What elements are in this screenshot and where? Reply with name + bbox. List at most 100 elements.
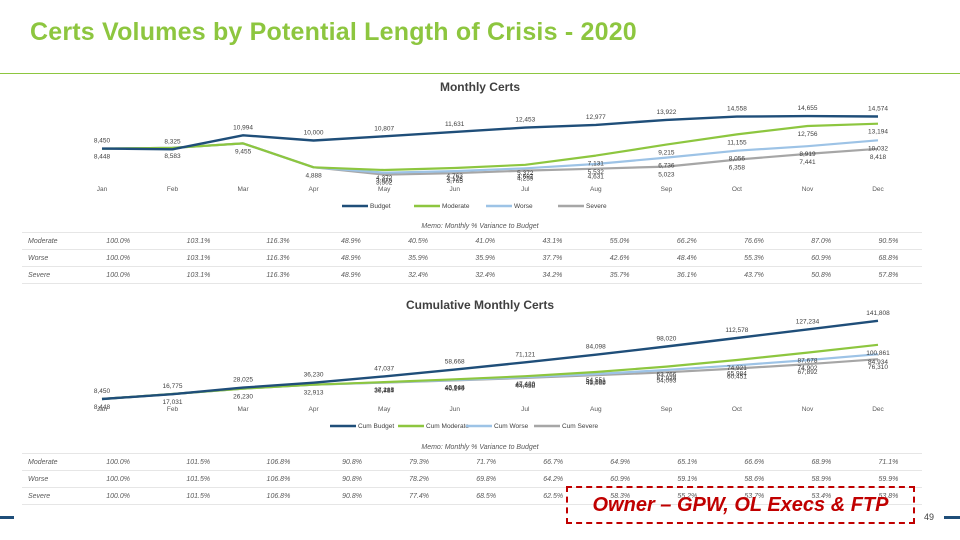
data-label-cum-budget: 8,450 (94, 388, 111, 395)
data-label-budget: 13,922 (656, 109, 676, 116)
x-tick-label: Feb (167, 406, 179, 413)
x-tick-label: Oct (732, 406, 742, 413)
data-label-budget: 14,574 (868, 106, 888, 113)
data-label-cum-moderate: 32,913 (304, 390, 324, 397)
memo-cell: 55.3% (720, 249, 788, 267)
memo-title-cumulative: Memo: Monthly % Variance to Budget (421, 444, 539, 451)
legend-label-cum-budget: Cum Budget (358, 423, 394, 430)
data-label-cum-worse: 65,984 (727, 370, 747, 377)
data-label-worse: 6,736 (658, 163, 675, 170)
data-label-severe: 8,418 (870, 154, 887, 161)
chart-title-cumulative: Cumulative Monthly Certs (405, 298, 555, 312)
memo-cell: 100.0% (78, 470, 159, 488)
data-label-cum-worse: 74,902 (798, 365, 818, 372)
legend-label-budget: Budget (370, 203, 391, 210)
footer-accent-right (944, 516, 960, 519)
data-label-cum-moderate: 26,230 (233, 394, 253, 401)
series-line-moderate (101, 122, 879, 172)
data-label-moderate: 9,215 (658, 150, 675, 157)
footer-accent-left (0, 516, 14, 519)
memo-cell: 66.6% (720, 453, 788, 471)
memo-row-label: Worse (22, 249, 78, 267)
memo-cell: 58.6% (720, 470, 788, 488)
monthly-certs-chart: 8,450 8,325 10,994 10,000 10,807 11,631 12,453… (94, 105, 888, 210)
memo-cell: 60.9% (586, 470, 654, 488)
memo-cell: 68.5% (452, 487, 520, 505)
data-label-worse: 4,697 (517, 173, 534, 180)
data-label-moderate: 4,372 (376, 175, 393, 182)
memo-cell: 101.5% (158, 470, 239, 488)
memo-cell: 59.1% (653, 470, 721, 488)
memo-cell: 34.2% (518, 266, 587, 284)
memo-cell: 76.6% (720, 232, 788, 250)
memo-cell: 90.5% (854, 232, 922, 250)
x-tick-label: Mar (237, 186, 249, 193)
data-label-cum-severe: 60,451 (727, 374, 747, 381)
data-label-budget: 11,631 (445, 121, 465, 128)
memo-cell: 32.4% (451, 266, 519, 284)
data-label-budget: 12,453 (515, 117, 535, 124)
memo-cell: 55.0% (586, 232, 654, 250)
data-label-budget: 10,000 (304, 130, 324, 137)
memo-cell: 48.9% (317, 232, 385, 250)
x-tick-label: Jan (97, 406, 108, 413)
memo-cell: 64.2% (519, 470, 587, 488)
x-tick-label: Aug (590, 406, 602, 413)
memo-cell: 100.0% (78, 249, 159, 267)
data-label-moderate: 11,155 (727, 139, 747, 146)
memo-cell: 59.9% (854, 470, 922, 488)
data-label-severe: 3,502 (376, 180, 393, 187)
memo-cell: 100.0% (78, 453, 159, 471)
memo-cell: 106.8% (238, 487, 319, 505)
memo-cell: 32.4% (384, 266, 452, 284)
memo-cell: 53.8% (854, 487, 922, 505)
memo-cell: 43.1% (518, 232, 587, 250)
memo-row-moderate: Moderate 100.0% 101.5% 106.8% 90.8% 79.3% 71.7… (22, 453, 922, 471)
data-label-severe: 3,765 (447, 178, 464, 185)
data-label-cum-worse: 40,964 (445, 385, 465, 392)
memo-cell: 35.7% (586, 266, 654, 284)
data-label-moderate: 4,763 (447, 173, 464, 180)
data-label-moderate: 8,583 (164, 153, 181, 160)
legend-label-cum-moderate: Cum Moderate (426, 423, 469, 430)
data-label-cum-budget: 71,121 (515, 351, 535, 358)
x-tick-label: Feb (167, 186, 179, 193)
memo-cell: 48.9% (317, 249, 385, 267)
data-label-severe: 7,441 (799, 159, 816, 166)
data-label-severe: 4,259 (517, 176, 534, 183)
legend-label-worse: Worse (514, 203, 533, 210)
memo-cell: 48.9% (317, 266, 385, 284)
memo-row-label: Severe (22, 487, 78, 505)
memo-cell: 90.8% (318, 487, 386, 505)
data-label-cum-moderate: 74,921 (727, 365, 747, 372)
data-label-severe: 6,358 (729, 165, 746, 172)
memo-row-label: Worse (22, 470, 78, 488)
data-label-cum-severe: 67,892 (798, 369, 818, 376)
data-label-moderate: 13,194 (868, 129, 888, 136)
memo-cell: 42.6% (586, 249, 654, 267)
data-label-cum-moderate: 8,448 (94, 404, 111, 411)
cumulative-certs-chart: 8,450 16,775 28,025 36,230 47,037 58,668 71,12… (94, 310, 890, 430)
x-tick-label: Jan (97, 186, 108, 193)
memo-table-monthly: Moderate 100.0% 103.1% 116.3% 48.9% 40.5% 41.0… (22, 232, 922, 284)
memo-cell: 68.8% (854, 249, 922, 267)
x-tick-label: May (378, 406, 391, 413)
memo-cell: 36.1% (653, 266, 721, 284)
data-label-severe: 4,631 (588, 174, 605, 181)
legend-label-severe: Severe (586, 203, 607, 210)
memo-cell: 55.2% (653, 487, 721, 505)
title-divider (0, 73, 960, 74)
memo-cell: 103.1% (158, 266, 239, 284)
memo-table-cumulative: Moderate 100.0% 101.5% 106.8% 90.8% 79.3% 71.7… (22, 453, 922, 505)
x-tick-label: Apr (309, 406, 320, 413)
memo-cell: 103.1% (158, 232, 239, 250)
memo-row-label: Severe (22, 266, 78, 284)
data-label-cum-severe: 76,310 (868, 364, 888, 371)
data-label-cum-moderate: 42,048 (445, 384, 465, 391)
memo-cell: 106.8% (238, 453, 319, 471)
memo-cell: 35.9% (384, 249, 452, 267)
series-line-cum-budget (101, 319, 879, 401)
memo-cell: 37.7% (518, 249, 587, 267)
data-label-cum-moderate: 47,420 (515, 381, 535, 388)
x-tick-label: Jul (521, 406, 530, 413)
